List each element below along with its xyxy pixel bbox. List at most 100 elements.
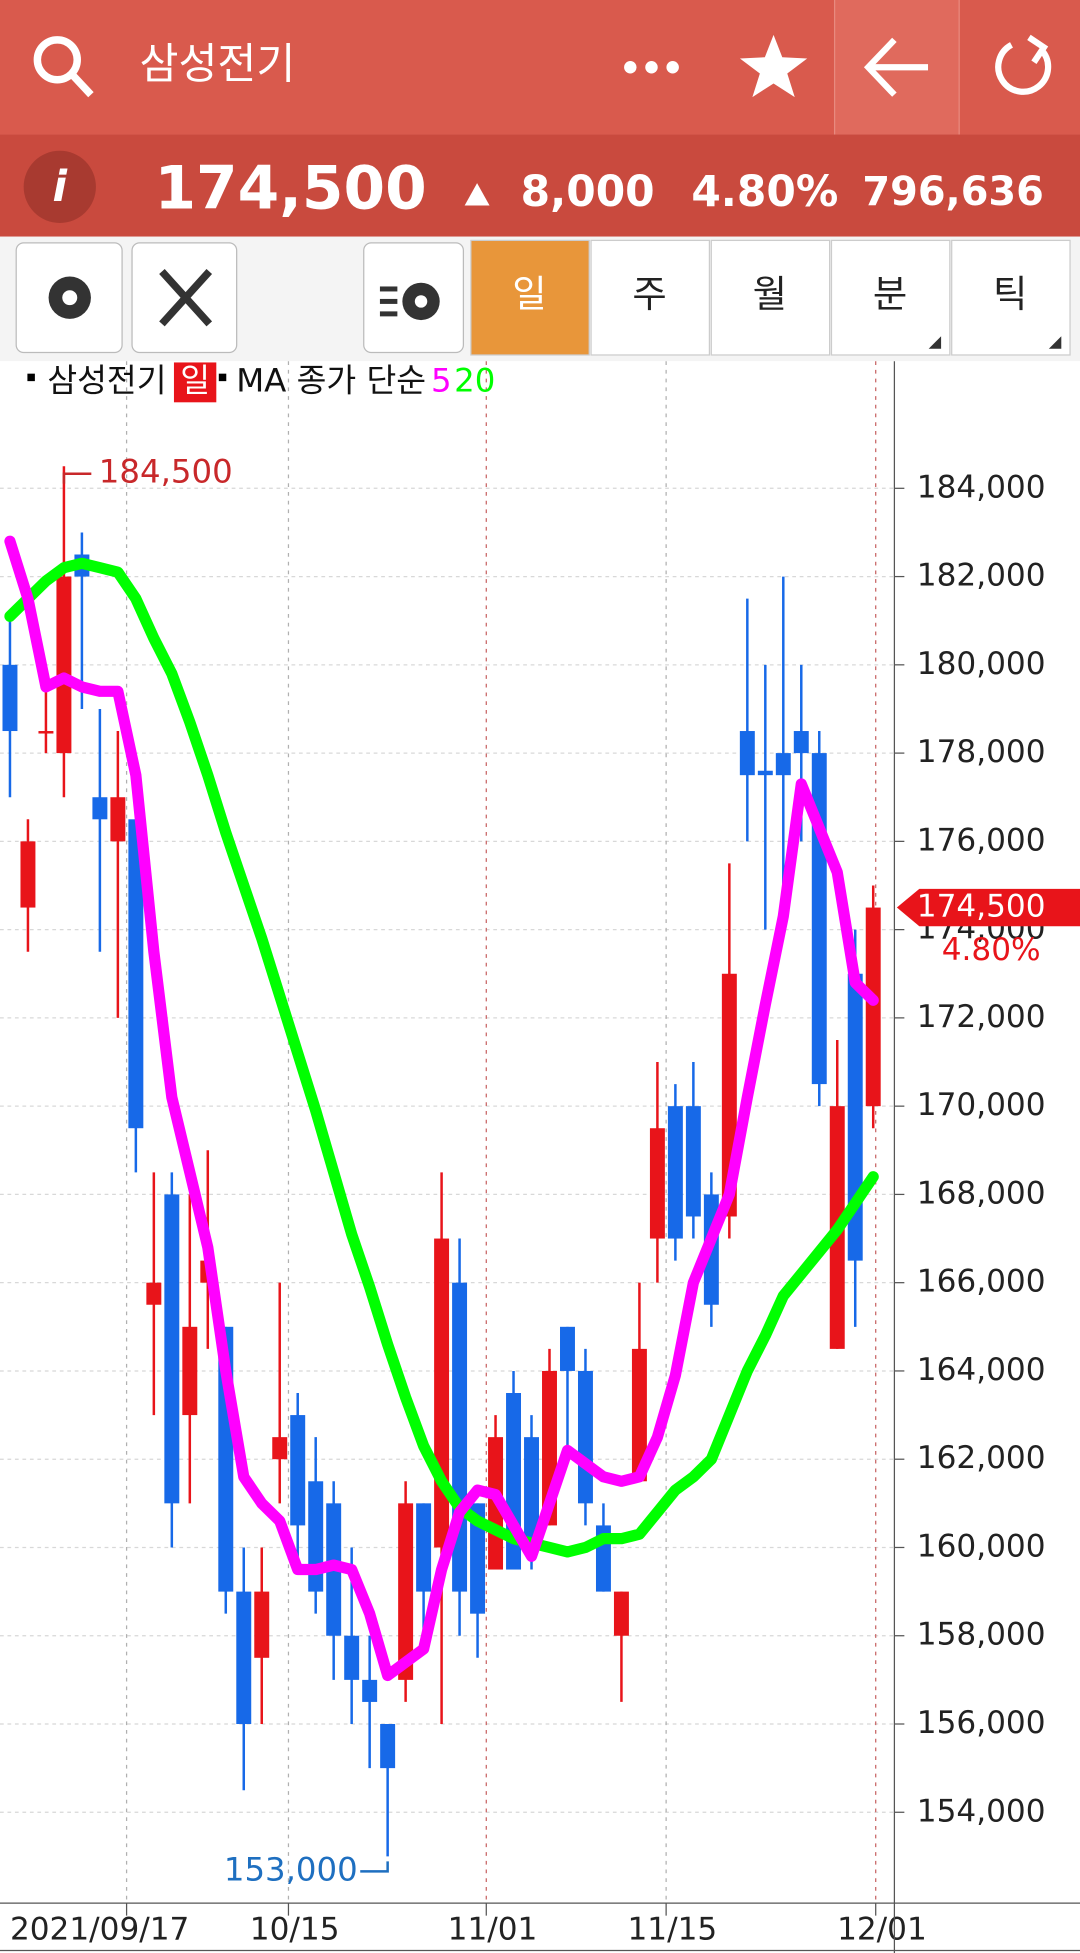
y-tick-label: 184,000	[917, 469, 1046, 505]
candle-body	[631, 1348, 647, 1482]
period-tab[interactable]	[951, 239, 1071, 356]
plot-area	[0, 361, 1080, 1953]
more-icon[interactable]	[624, 61, 679, 74]
moving-average-line	[4, 535, 879, 1682]
legend-ma-short: 5	[431, 361, 452, 399]
candle-body	[667, 1106, 683, 1239]
extreme-arrow	[62, 472, 92, 484]
candle-body	[290, 1415, 306, 1526]
period-tab[interactable]	[470, 239, 590, 356]
candle-body	[182, 1326, 198, 1416]
dropdown-corner	[928, 336, 942, 349]
candle-body	[560, 1326, 575, 1371]
tools-icon	[159, 269, 213, 327]
candle-body	[577, 1370, 593, 1504]
candle-body	[20, 841, 36, 908]
price-change: 8,000	[521, 167, 655, 216]
gear-icon	[48, 276, 91, 319]
candle-body	[793, 731, 809, 754]
period-tab-label: 틱	[993, 272, 1027, 316]
candle-body	[38, 731, 54, 734]
candle-body	[524, 1437, 539, 1548]
moving-average-line	[4, 557, 879, 1558]
y-tick-label: 178,000	[917, 734, 1046, 770]
x-tick-label: 12/01	[837, 1912, 927, 1948]
candle-body	[128, 819, 144, 1129]
stock-title: 삼성전기	[140, 40, 296, 89]
y-tick-label: 166,000	[917, 1264, 1046, 1300]
candle-body	[398, 1503, 414, 1680]
legend-period: 일	[180, 361, 210, 399]
candle-body	[470, 1503, 486, 1614]
extreme-arrow	[360, 1861, 389, 1873]
y-tick-label: 168,000	[917, 1175, 1046, 1211]
candle-body	[254, 1591, 270, 1658]
candle-body	[146, 1282, 162, 1305]
candle-body	[757, 770, 773, 776]
price-bar	[0, 134, 1080, 237]
x-tick-label: 10/15	[250, 1912, 340, 1948]
last-change-label: 4.80%	[942, 932, 1041, 968]
last-price-label: 174,500	[917, 889, 1046, 925]
legend-bullet	[218, 373, 227, 382]
candle-body	[649, 1128, 665, 1239]
up-triangle	[464, 183, 490, 206]
candle-body	[416, 1503, 432, 1592]
candle-body	[362, 1679, 378, 1702]
candle-body	[613, 1591, 629, 1636]
refresh-icon[interactable]	[995, 34, 1052, 95]
candle-body	[739, 731, 755, 776]
y-tick-label: 180,000	[917, 646, 1046, 682]
y-tick-label: 154,000	[917, 1793, 1046, 1829]
y-tick-label: 164,000	[917, 1352, 1046, 1388]
info-button[interactable]	[23, 150, 96, 223]
search-icon[interactable]	[33, 36, 94, 98]
candle-body	[164, 1194, 180, 1504]
period-tab[interactable]	[710, 239, 831, 356]
period-tab[interactable]	[830, 239, 951, 356]
legend-name: 삼성전기	[47, 361, 166, 399]
y-tick-label: 156,000	[917, 1705, 1046, 1741]
candle-body	[344, 1635, 360, 1680]
favorite-icon[interactable]	[739, 34, 808, 98]
legend-period-box	[173, 362, 217, 403]
extreme-label: 153,000	[224, 1850, 358, 1888]
period-tab[interactable]	[590, 239, 711, 356]
legend-bullet	[27, 373, 35, 382]
candle-body	[92, 797, 108, 820]
x-tick-label: 11/01	[448, 1912, 538, 1948]
candle-body	[380, 1724, 396, 1769]
legend-ma-long: 20	[454, 361, 495, 399]
current-price: 174,500	[154, 154, 426, 223]
period-tab-label: 일	[512, 272, 546, 316]
change-percent: 4.80%	[691, 167, 838, 216]
y-tick-label: 162,000	[917, 1440, 1046, 1476]
period-tab-label: 주	[632, 272, 666, 316]
period-tab-label: 분	[873, 272, 907, 316]
extreme-label: 184,500	[99, 453, 233, 491]
candle-body	[236, 1591, 252, 1725]
candle-body	[56, 576, 72, 754]
period-tab-label: 월	[753, 272, 787, 316]
y-tick-label: 158,000	[917, 1617, 1046, 1653]
candle-body	[272, 1437, 288, 1460]
back-icon[interactable]	[863, 37, 929, 97]
candle-body	[865, 907, 881, 1107]
y-tick-label: 176,000	[917, 822, 1046, 858]
x-tick-label: 11/15	[627, 1912, 717, 1948]
y-tick-label: 170,000	[917, 1087, 1046, 1123]
candle-body	[685, 1106, 701, 1217]
y-tick-label: 182,000	[917, 558, 1046, 594]
x-tick-label: 2021/09/17	[10, 1912, 189, 1948]
volume: 796,636	[862, 169, 1043, 215]
candle-body	[2, 664, 18, 732]
last-price-marker	[896, 888, 1080, 927]
candle-body	[110, 797, 126, 842]
indicator-icon	[379, 282, 440, 321]
candle-body	[434, 1238, 450, 1548]
y-tick-label: 172,000	[917, 999, 1046, 1035]
info-icon: i	[53, 162, 68, 211]
candle-body	[775, 753, 791, 776]
y-tick-label: 160,000	[917, 1528, 1046, 1564]
